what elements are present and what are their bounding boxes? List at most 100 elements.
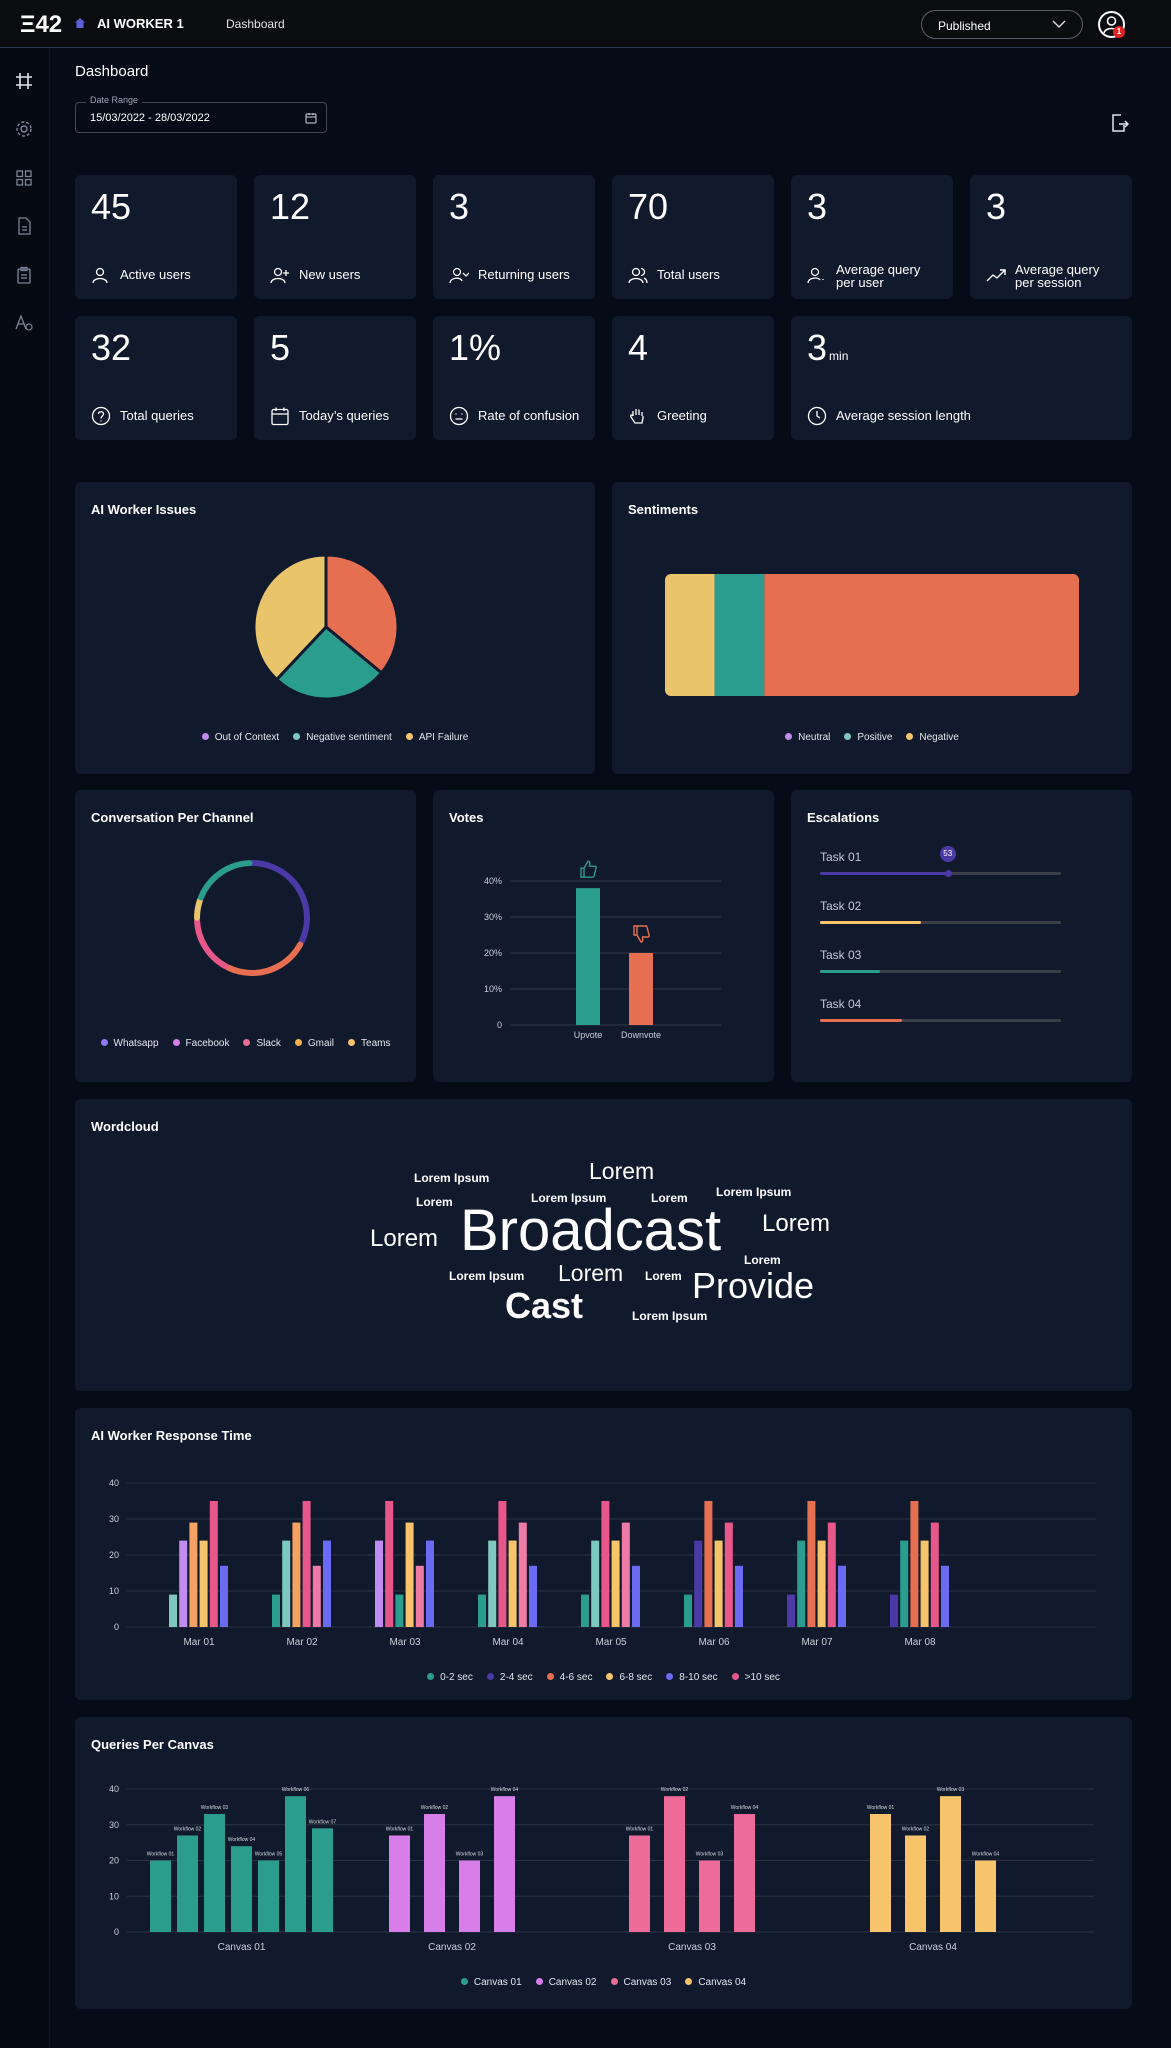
legend-item[interactable]: 6-8 sec bbox=[606, 1672, 652, 1683]
response-bar[interactable] bbox=[817, 1540, 826, 1627]
response-bar[interactable] bbox=[375, 1540, 383, 1627]
response-bar[interactable] bbox=[498, 1501, 507, 1627]
response-bar[interactable] bbox=[282, 1540, 291, 1627]
font-settings-icon[interactable] bbox=[15, 314, 33, 332]
date-range-picker[interactable]: Date Range 15/03/2022 - 28/03/2022 bbox=[75, 95, 327, 133]
response-bar[interactable] bbox=[930, 1522, 939, 1627]
response-bar[interactable] bbox=[169, 1594, 177, 1627]
gear-icon[interactable] bbox=[15, 120, 33, 138]
task-progress-track[interactable] bbox=[820, 921, 1061, 924]
response-bar[interactable] bbox=[179, 1540, 188, 1627]
response-bar[interactable] bbox=[488, 1540, 497, 1627]
legend-item[interactable]: Teams bbox=[348, 1038, 390, 1049]
response-bar[interactable] bbox=[591, 1540, 600, 1627]
response-bar[interactable] bbox=[272, 1594, 280, 1627]
donut-segment[interactable] bbox=[194, 860, 310, 976]
legend-item[interactable]: Negative sentiment bbox=[293, 732, 392, 743]
response-bar[interactable] bbox=[199, 1540, 208, 1627]
document-icon[interactable] bbox=[15, 217, 33, 235]
canvas-bar[interactable] bbox=[940, 1796, 961, 1932]
response-bar[interactable] bbox=[395, 1594, 404, 1627]
canvas-bar[interactable] bbox=[204, 1814, 225, 1932]
response-bar[interactable] bbox=[323, 1540, 331, 1627]
escalation-task[interactable]: Task 03 bbox=[820, 948, 1061, 988]
response-bar[interactable] bbox=[220, 1565, 228, 1627]
escalation-task[interactable]: 53 Task 01 bbox=[820, 846, 1061, 890]
canvas-bar[interactable] bbox=[494, 1796, 515, 1932]
legend-item[interactable]: 2-4 sec bbox=[486, 1672, 533, 1683]
legend-item[interactable]: Canvas 04 bbox=[685, 1977, 746, 1988]
pie-slice[interactable] bbox=[274, 624, 384, 701]
task-progress-track[interactable] bbox=[820, 970, 1061, 973]
response-bar[interactable] bbox=[900, 1540, 909, 1627]
canvas-bar[interactable] bbox=[312, 1828, 333, 1932]
legend-item[interactable]: Neutral bbox=[785, 732, 830, 743]
response-bar[interactable] bbox=[807, 1501, 816, 1627]
response-bar[interactable] bbox=[478, 1594, 486, 1627]
canvas-bar[interactable] bbox=[231, 1846, 252, 1932]
home-icon[interactable] bbox=[74, 17, 86, 29]
canvas-bar[interactable] bbox=[459, 1860, 480, 1933]
legend-item[interactable]: Positive bbox=[844, 732, 892, 743]
legend-item[interactable]: Facebook bbox=[172, 1038, 229, 1049]
canvas-bar[interactable] bbox=[734, 1814, 755, 1932]
response-bar[interactable] bbox=[189, 1522, 198, 1627]
response-bar[interactable] bbox=[518, 1522, 527, 1627]
export-icon[interactable] bbox=[1110, 113, 1129, 133]
canvas-bar[interactable] bbox=[629, 1835, 650, 1932]
status-dropdown[interactable]: Published bbox=[921, 10, 1083, 39]
breadcrumb[interactable]: Dashboard bbox=[226, 17, 285, 31]
notification-badge[interactable]: 1 bbox=[1113, 26, 1125, 38]
canvas-bar[interactable] bbox=[285, 1796, 306, 1932]
response-bar[interactable] bbox=[621, 1522, 630, 1627]
response-bar[interactable] bbox=[735, 1565, 743, 1627]
legend-item[interactable]: Whatsapp bbox=[100, 1038, 159, 1049]
legend-item[interactable]: Canvas 03 bbox=[610, 1977, 671, 1988]
canvas-bar[interactable] bbox=[150, 1860, 171, 1933]
escalation-task[interactable]: Task 02 bbox=[820, 899, 1061, 939]
legend-item[interactable]: Negative bbox=[906, 732, 959, 743]
response-bar[interactable] bbox=[890, 1594, 898, 1627]
legend-item[interactable]: 4-6 sec bbox=[546, 1672, 592, 1683]
app-name[interactable]: AI WORKER 1 bbox=[97, 16, 184, 31]
logo[interactable]: Ξ42 bbox=[20, 11, 63, 38]
canvas-bar[interactable] bbox=[870, 1814, 891, 1932]
response-bar[interactable] bbox=[426, 1540, 434, 1627]
pie-slice[interactable] bbox=[324, 553, 400, 676]
response-bar[interactable] bbox=[209, 1501, 218, 1627]
legend-item[interactable]: Canvas 01 bbox=[460, 1977, 522, 1988]
canvas-bar[interactable] bbox=[975, 1860, 996, 1933]
sentiment-bar-segment[interactable] bbox=[764, 574, 1079, 696]
pie-slice[interactable] bbox=[252, 553, 328, 682]
canvas-bar[interactable] bbox=[177, 1835, 198, 1932]
legend-item[interactable]: Out of Context bbox=[201, 732, 279, 743]
escalation-task[interactable]: Task 04 bbox=[820, 997, 1061, 1037]
canvas-bar[interactable] bbox=[699, 1860, 720, 1933]
canvas-bar[interactable] bbox=[424, 1814, 445, 1932]
canvas-bar[interactable] bbox=[664, 1796, 685, 1932]
response-bar[interactable] bbox=[910, 1501, 919, 1627]
response-bar[interactable] bbox=[941, 1565, 949, 1627]
response-bar[interactable] bbox=[611, 1540, 620, 1627]
legend-item[interactable]: 8-10 sec bbox=[666, 1672, 718, 1683]
clipboard-icon[interactable] bbox=[15, 266, 33, 284]
response-bar[interactable] bbox=[704, 1501, 713, 1627]
legend-item[interactable]: Canvas 02 bbox=[535, 1977, 597, 1988]
vote-bar[interactable] bbox=[576, 888, 600, 1025]
frame-icon[interactable] bbox=[15, 72, 33, 90]
response-bar[interactable] bbox=[632, 1565, 640, 1627]
response-bar[interactable] bbox=[601, 1501, 610, 1627]
response-bar[interactable] bbox=[292, 1522, 301, 1627]
response-bar[interactable] bbox=[415, 1565, 424, 1627]
response-bar[interactable] bbox=[581, 1594, 589, 1627]
response-bar[interactable] bbox=[529, 1565, 537, 1627]
response-bar[interactable] bbox=[827, 1522, 836, 1627]
response-bar[interactable] bbox=[302, 1501, 311, 1627]
response-bar[interactable] bbox=[508, 1540, 517, 1627]
legend-item[interactable]: Slack bbox=[243, 1038, 281, 1049]
legend-item[interactable]: 0-2 sec bbox=[427, 1672, 473, 1683]
slider-handle[interactable] bbox=[944, 870, 952, 877]
response-bar[interactable] bbox=[312, 1565, 321, 1627]
response-bar[interactable] bbox=[838, 1565, 846, 1627]
response-bar[interactable] bbox=[787, 1594, 795, 1627]
